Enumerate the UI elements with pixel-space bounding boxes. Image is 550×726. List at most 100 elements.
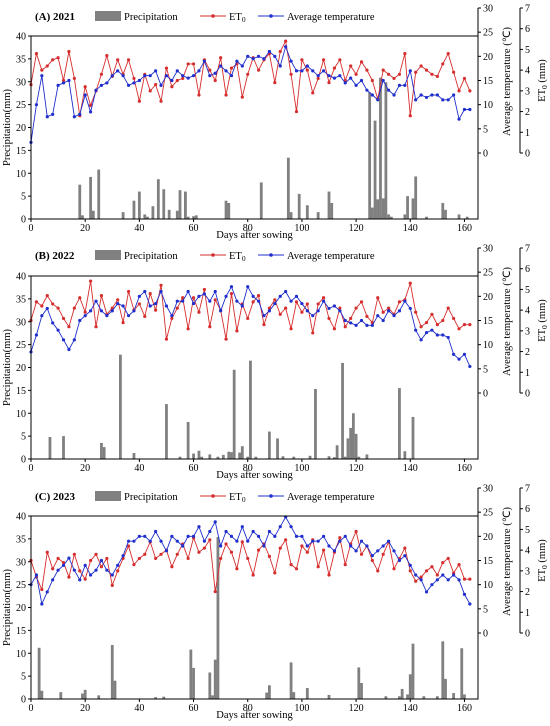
temperature-point: [300, 534, 304, 538]
legend-et0-label: ET0: [229, 12, 246, 24]
et0-point: [116, 298, 120, 302]
et0-point: [67, 325, 71, 329]
temperature-point: [45, 115, 49, 119]
precip-tick-label: 35: [16, 54, 26, 65]
temperature-point: [338, 74, 342, 78]
precipitation-bar: [216, 537, 220, 699]
precipitation-bar: [292, 456, 296, 459]
temperature-line: [30, 516, 471, 606]
et0-tick-label: 5: [525, 285, 530, 296]
et0-point: [430, 565, 434, 569]
precipitation-bar: [444, 209, 447, 219]
et0-point: [89, 558, 93, 563]
et0-point: [154, 83, 158, 87]
precipitation-bar: [354, 433, 358, 459]
temperature-point: [251, 57, 255, 61]
precipitation-bar: [268, 431, 271, 459]
precipitation-bars: [78, 77, 469, 220]
temperature-point: [267, 309, 271, 313]
precipitation-bar: [308, 455, 312, 459]
et0-point: [414, 310, 418, 314]
et0-point: [273, 298, 277, 302]
precipitation-bar: [97, 695, 101, 699]
precipitation-bar: [444, 678, 447, 699]
temperature-point: [284, 289, 288, 294]
precipitation-bar: [249, 360, 252, 459]
precipitation-bar: [384, 696, 388, 699]
x-tick-label: 60: [189, 463, 199, 474]
temperature-point: [213, 71, 217, 75]
temperature-point: [305, 309, 309, 313]
precipitation-bar: [154, 697, 158, 699]
legend-precip-label: Precipitation: [124, 12, 178, 23]
precipitation-bar: [370, 207, 374, 219]
temperature-point: [246, 54, 250, 58]
x-tick-label: 140: [403, 703, 418, 714]
temperature-point: [72, 115, 76, 119]
temperature-point: [419, 93, 423, 97]
et0-point: [72, 306, 76, 310]
temperature-point: [338, 539, 342, 543]
precipitation-bar: [208, 672, 212, 699]
legend-precip-swatch: [95, 11, 121, 21]
et0-point: [359, 552, 364, 556]
temperature-point: [186, 76, 190, 80]
temperature-point: [354, 83, 358, 87]
temp-tick-label: 0: [483, 389, 488, 400]
temperature-point: [132, 81, 136, 85]
temperature-point: [397, 83, 402, 87]
precipitation-bar: [100, 442, 103, 459]
precip-tick-label: 25: [16, 100, 26, 111]
et0-point: [457, 89, 461, 93]
temperature-point: [154, 529, 158, 534]
temperature-point: [381, 318, 385, 323]
et0-point: [446, 51, 450, 56]
temperature-point: [121, 554, 125, 558]
precip-tick-label: 25: [16, 340, 26, 351]
precipitation-bar: [365, 454, 369, 459]
temperature-point: [240, 304, 244, 308]
temperature-point: [262, 314, 266, 318]
temperature-point: [311, 69, 315, 73]
temperature-point: [359, 539, 364, 543]
temperature-point: [419, 578, 423, 582]
et0-point: [83, 577, 87, 581]
precipitation-bar: [463, 694, 466, 699]
temperature-point: [208, 74, 212, 78]
et0-point: [126, 289, 131, 294]
temp-tick-label: 30: [483, 4, 493, 15]
temperature-point: [392, 549, 396, 553]
et0-point: [435, 74, 439, 78]
et0-point: [240, 95, 244, 99]
et0-point: [397, 72, 402, 76]
temperature-point: [332, 304, 337, 308]
et0-tick-label: 0: [525, 149, 530, 160]
et0-tick-label: 1: [525, 128, 530, 139]
temperature-markers: [29, 285, 472, 369]
et0-point: [256, 294, 261, 298]
et0-point: [83, 310, 87, 314]
temperature-point: [137, 534, 141, 538]
et0-point: [229, 291, 234, 296]
precipitation-bar: [368, 92, 372, 219]
et0-point: [414, 579, 418, 583]
temp-axis-title: Average temperature (℃): [502, 27, 513, 136]
et0-point: [170, 565, 174, 569]
et0-tick-label: 3: [525, 326, 530, 337]
et0-point: [284, 39, 288, 43]
precip-tick-label: 0: [21, 215, 26, 226]
temperature-point: [181, 544, 185, 548]
temperature-point: [197, 294, 201, 298]
et0-tick-label: 7: [525, 484, 530, 495]
precipitation-bar: [335, 445, 339, 459]
et0-point: [430, 72, 434, 76]
precipitation-bar: [289, 662, 293, 699]
precipitation-bar: [327, 191, 331, 219]
precipitation-bar: [227, 202, 231, 219]
temperature-point: [235, 59, 239, 63]
temperature-point: [240, 64, 244, 68]
et0-point: [435, 573, 439, 577]
temperature-point: [154, 301, 158, 306]
temperature-point: [435, 578, 439, 582]
